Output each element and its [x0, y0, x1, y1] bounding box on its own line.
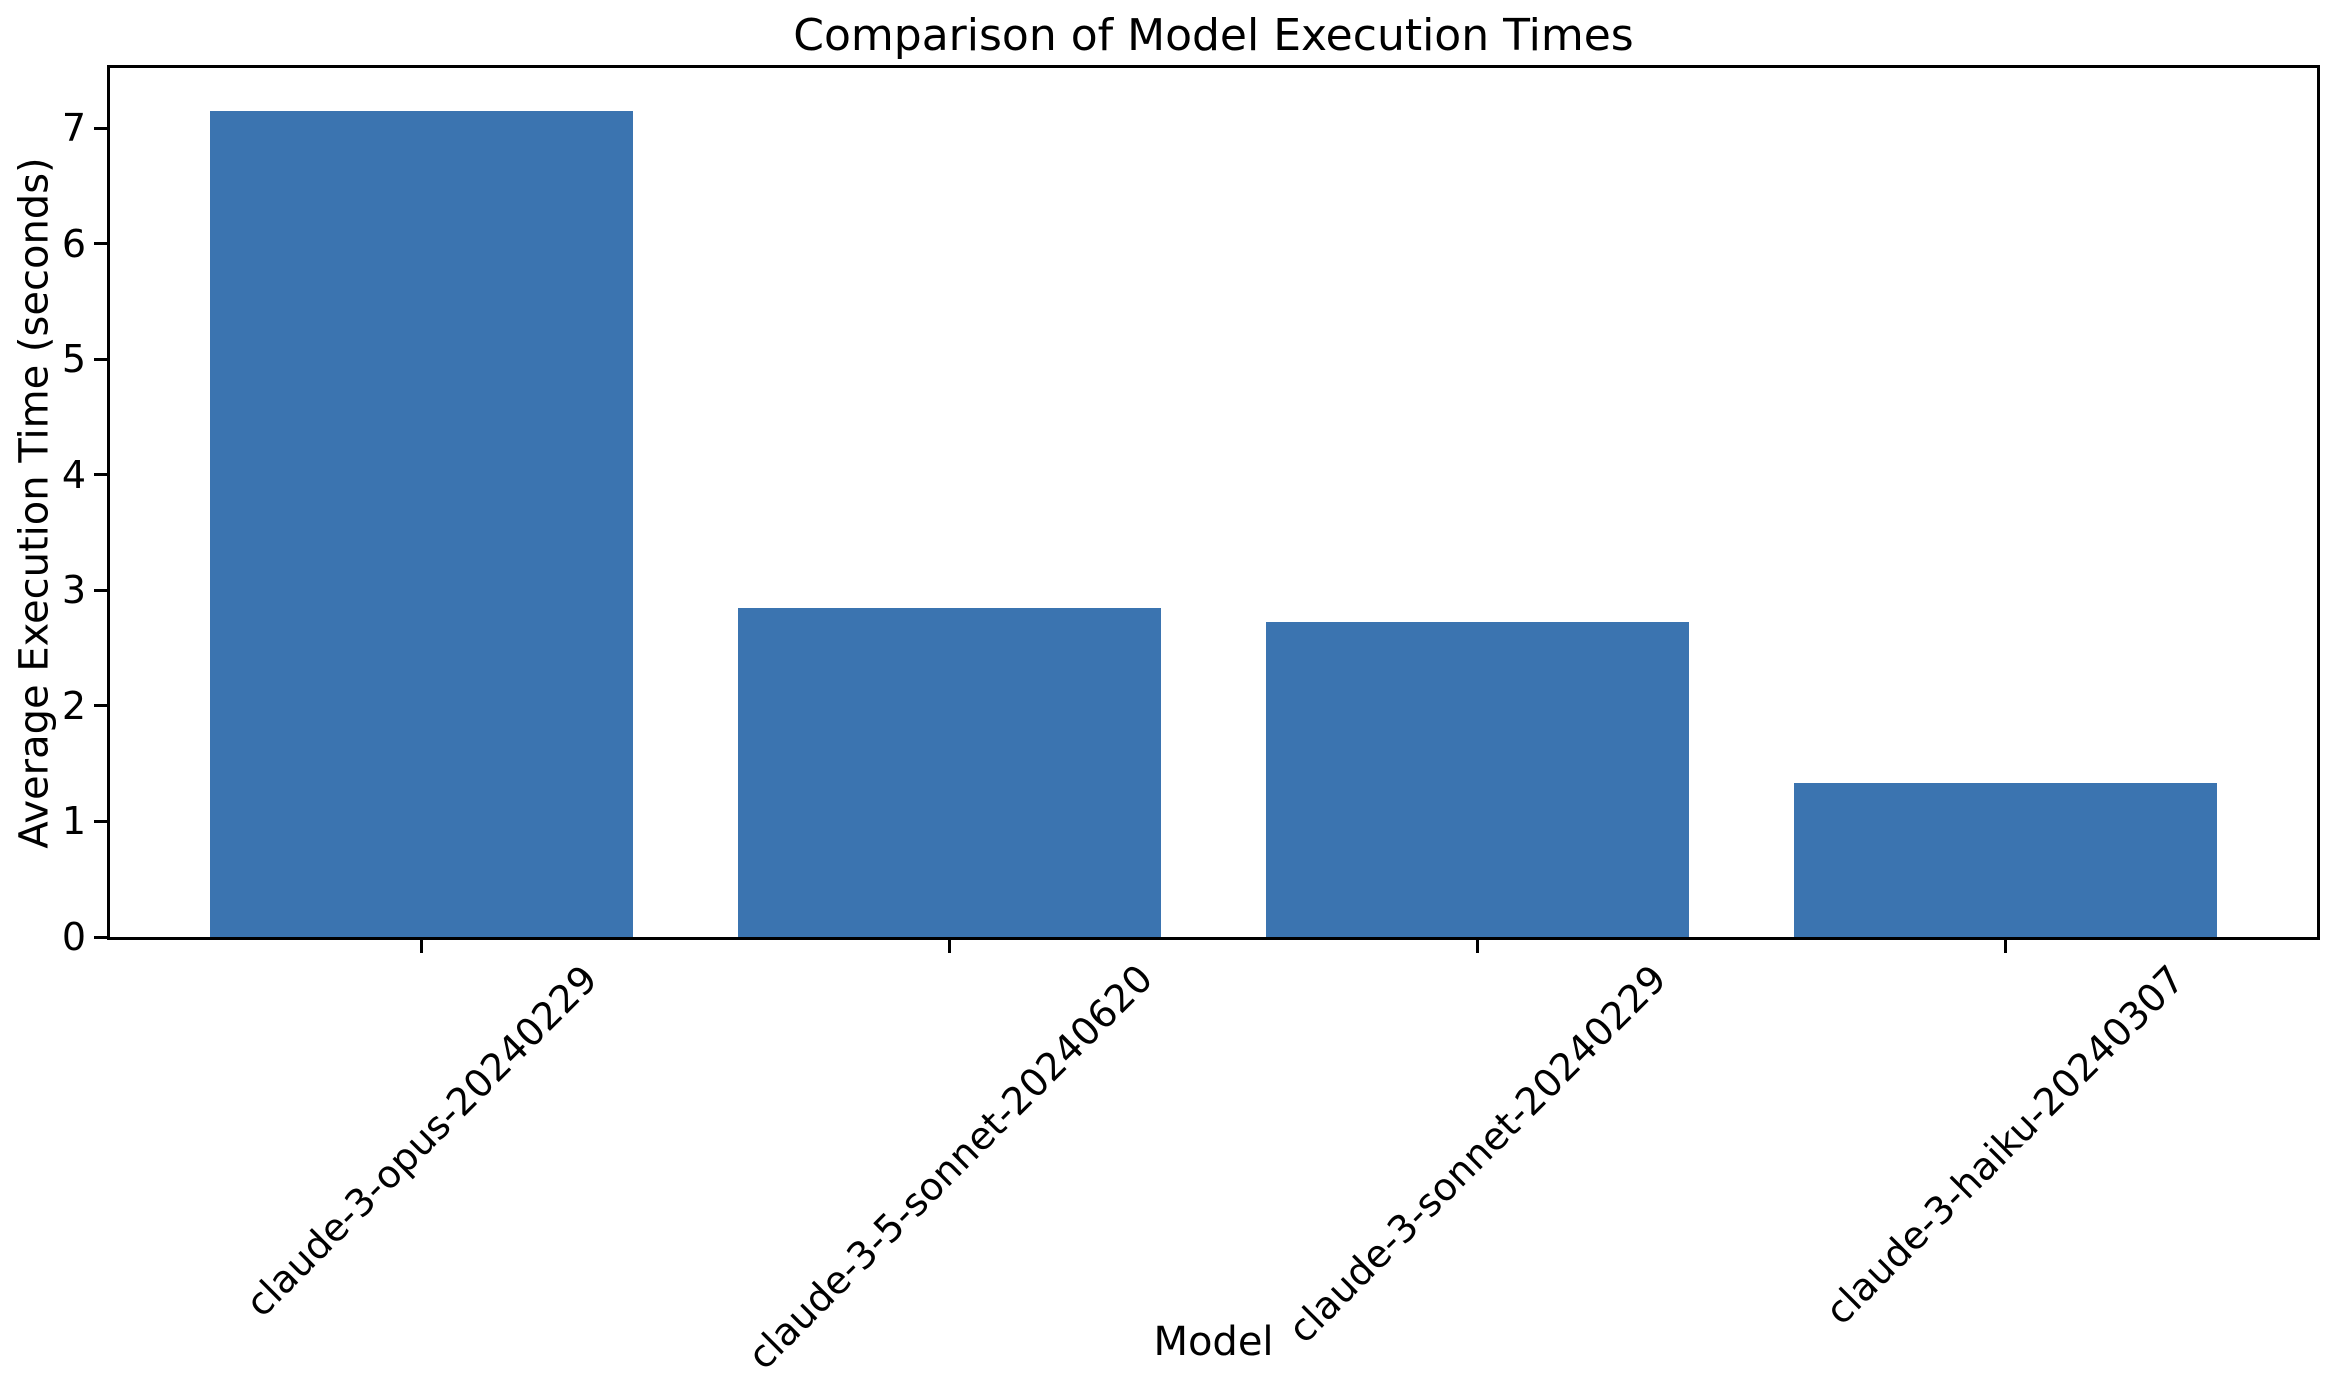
x-tick-mark	[2003, 940, 2007, 953]
y-tick-label-6: 6	[61, 221, 86, 266]
bar-claude-3-sonnet-20240229	[1266, 621, 1689, 937]
y-tick-mark	[94, 473, 107, 477]
bar-claude-3-opus-20240229	[210, 110, 633, 937]
y-tick-label-7: 7	[61, 106, 86, 151]
x-tick-mark	[948, 940, 951, 953]
bar-claude-3-haiku-20240307	[1794, 783, 2217, 937]
y-tick-label-2: 2	[61, 683, 86, 728]
y-tick-label-1: 1	[61, 799, 86, 844]
y-tick-label-3: 3	[61, 568, 86, 613]
chart-title: Comparison of Model Execution Times	[793, 10, 1634, 61]
x-tick-mark	[1475, 940, 1479, 953]
y-tick-mark	[94, 242, 107, 246]
y-tick-mark	[94, 126, 107, 130]
y-tick-label-0: 0	[61, 915, 86, 959]
plot-area	[107, 65, 2320, 940]
x-tick-mark	[420, 940, 423, 953]
x-tick-label-1: claude-3-5-sonnet-20240620	[738, 956, 1161, 1378]
y-tick-mark	[94, 819, 107, 823]
bar-claude-3-5-sonnet-20240620	[738, 607, 1161, 937]
y-tick-mark	[94, 935, 107, 939]
y-tick-mark	[94, 704, 107, 708]
y-tick-label-5: 5	[61, 337, 86, 382]
y-tick-mark	[94, 357, 107, 361]
x-axis-label: Model	[1153, 1319, 1274, 1365]
x-tick-label-2: claude-3-sonnet-20240229	[1279, 956, 1675, 1352]
y-tick-mark	[94, 588, 107, 592]
y-tick-label-4: 4	[61, 452, 86, 497]
x-tick-label-0: claude-3-opus-20240229	[237, 956, 606, 1326]
x-tick-label-3: claude-3-haiku-20240307	[1817, 956, 2194, 1333]
